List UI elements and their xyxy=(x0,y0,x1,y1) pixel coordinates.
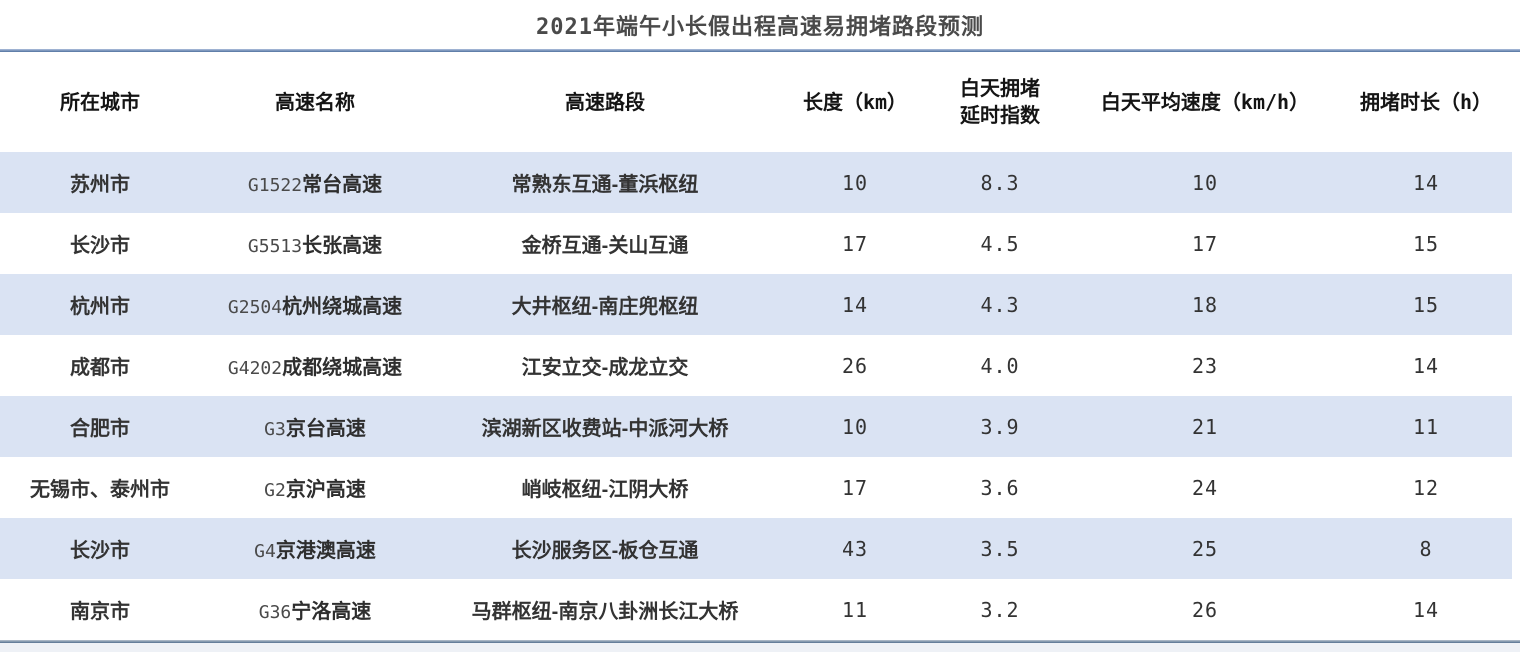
cell-section: 马群枢纽-南京八卦洲长江大桥 xyxy=(430,579,780,640)
cell-section: 长沙服务区-板仓互通 xyxy=(430,518,780,579)
cell-delay_index: 8.3 xyxy=(930,152,1070,213)
cell-avg_speed: 17 xyxy=(1070,213,1340,274)
cell-highway: G1522常台高速 xyxy=(200,152,430,213)
cell-duration: 15 xyxy=(1340,274,1512,335)
highway-code: G5513 xyxy=(247,236,303,257)
cell-avg_speed: 18 xyxy=(1070,274,1340,335)
highway-name: 成都绕城高速 xyxy=(282,357,403,379)
cell-city: 合肥市 xyxy=(0,396,200,457)
cell-length: 17 xyxy=(780,457,930,518)
cell-city: 长沙市 xyxy=(0,518,200,579)
cell-highway: G4202成都绕城高速 xyxy=(200,335,430,396)
column-header-city: 所在城市 xyxy=(0,52,200,152)
highway-name: 京台高速 xyxy=(285,418,366,440)
column-header-length: 长度（km） xyxy=(780,52,930,152)
table-row: 无锡市、泰州市 G2京沪高速 峭岐枢纽-江阴大桥 17 3.6 24 12 xyxy=(0,457,1512,518)
highway-name: 长张高速 xyxy=(302,235,383,257)
table-row: 成都市 G4202成都绕城高速 江安立交-成龙立交 26 4.0 23 14 xyxy=(0,335,1512,396)
cell-avg_speed: 23 xyxy=(1070,335,1340,396)
table-row: 南京市 G36宁洛高速 马群枢纽-南京八卦洲长江大桥 11 3.2 26 14 xyxy=(0,579,1512,640)
cell-city: 南京市 xyxy=(0,579,200,640)
cell-delay_index: 3.9 xyxy=(930,396,1070,457)
cell-section: 江安立交-成龙立交 xyxy=(430,335,780,396)
cell-duration: 8 xyxy=(1340,518,1512,579)
table-row: 苏州市 G1522常台高速 常熟东互通-董浜枢纽 10 8.3 10 14 xyxy=(0,152,1512,213)
cell-delay_index: 3.5 xyxy=(930,518,1070,579)
highway-code: G2 xyxy=(264,480,286,501)
title-divider xyxy=(0,49,1520,52)
column-header-avg_speed: 白天平均速度（km/h） xyxy=(1070,52,1340,152)
highway-code: G4202 xyxy=(227,358,283,379)
cell-section: 常熟东互通-董浜枢纽 xyxy=(430,152,780,213)
highway-code: G36 xyxy=(258,602,292,623)
highway-code: G3 xyxy=(264,419,286,440)
table-header-row: 所在城市 高速名称 高速路段 长度（km） 白天拥堵 延时指数 白天平均速度（km/h）拥… xyxy=(0,52,1512,152)
cell-length: 26 xyxy=(780,335,930,396)
cell-delay_index: 4.3 xyxy=(930,274,1070,335)
highway-code: G1522 xyxy=(247,175,303,196)
cell-highway: G4京港澳高速 xyxy=(200,518,430,579)
cell-length: 14 xyxy=(780,274,930,335)
cell-delay_index: 4.0 xyxy=(930,335,1070,396)
cell-delay_index: 3.6 xyxy=(930,457,1070,518)
cell-highway: G3京台高速 xyxy=(200,396,430,457)
cell-duration: 11 xyxy=(1340,396,1512,457)
table-row: 长沙市 G4京港澳高速 长沙服务区-板仓互通 43 3.5 25 8 xyxy=(0,518,1512,579)
highway-name: 京沪高速 xyxy=(285,479,366,501)
congestion-forecast-table: 所在城市 高速名称 高速路段 长度（km） 白天拥堵 延时指数 白天平均速度（km/h）拥… xyxy=(0,52,1512,640)
cell-length: 10 xyxy=(780,396,930,457)
cell-city: 杭州市 xyxy=(0,274,200,335)
cell-duration: 14 xyxy=(1340,335,1512,396)
cell-delay_index: 4.5 xyxy=(930,213,1070,274)
cell-section: 大井枢纽-南庄兜枢纽 xyxy=(430,274,780,335)
cell-city: 无锡市、泰州市 xyxy=(0,457,200,518)
cell-avg_speed: 24 xyxy=(1070,457,1340,518)
cell-avg_speed: 25 xyxy=(1070,518,1340,579)
cell-highway: G2504杭州绕城高速 xyxy=(200,274,430,335)
column-header-section: 高速路段 xyxy=(430,52,780,152)
cell-duration: 15 xyxy=(1340,213,1512,274)
cell-section: 峭岐枢纽-江阴大桥 xyxy=(430,457,780,518)
cell-avg_speed: 10 xyxy=(1070,152,1340,213)
cell-city: 成都市 xyxy=(0,335,200,396)
table-bottom-border xyxy=(0,640,1520,643)
highway-name: 京港澳高速 xyxy=(275,540,376,562)
cell-length: 10 xyxy=(780,152,930,213)
cell-length: 17 xyxy=(780,213,930,274)
cell-length: 11 xyxy=(780,579,930,640)
highway-code: G2504 xyxy=(227,297,283,318)
column-header-duration: 拥堵时长（h） xyxy=(1340,52,1512,152)
cell-avg_speed: 26 xyxy=(1070,579,1340,640)
cell-section: 金桥互通-关山互通 xyxy=(430,213,780,274)
cell-duration: 12 xyxy=(1340,457,1512,518)
column-header-delay_index: 白天拥堵 延时指数 xyxy=(930,52,1070,152)
cell-city: 长沙市 xyxy=(0,213,200,274)
highway-name: 宁洛高速 xyxy=(291,601,372,623)
highway-code: G4 xyxy=(254,541,276,562)
table-row: 合肥市 G3京台高速 滨湖新区收费站-中派河大桥 10 3.9 21 11 xyxy=(0,396,1512,457)
table-body: 苏州市 G1522常台高速 常熟东互通-董浜枢纽 10 8.3 10 14 长沙市 G5513长… xyxy=(0,152,1512,640)
table-header: 所在城市 高速名称 高速路段 长度（km） 白天拥堵 延时指数 白天平均速度（km/h）拥… xyxy=(0,52,1512,152)
column-header-highway: 高速名称 xyxy=(200,52,430,152)
cell-highway: G5513长张高速 xyxy=(200,213,430,274)
table-row: 长沙市 G5513长张高速 金桥互通-关山互通 17 4.5 17 15 xyxy=(0,213,1512,274)
cell-duration: 14 xyxy=(1340,579,1512,640)
cell-city: 苏州市 xyxy=(0,152,200,213)
highway-name: 常台高速 xyxy=(302,174,383,196)
highway-name: 杭州绕城高速 xyxy=(282,296,403,318)
cell-length: 43 xyxy=(780,518,930,579)
page-title: 2021年端午小长假出程高速易拥堵路段预测 xyxy=(536,14,984,40)
cell-highway: G2京沪高速 xyxy=(200,457,430,518)
cell-avg_speed: 21 xyxy=(1070,396,1340,457)
cell-delay_index: 3.2 xyxy=(930,579,1070,640)
cell-section: 滨湖新区收费站-中派河大桥 xyxy=(430,396,780,457)
table-row: 杭州市 G2504杭州绕城高速 大井枢纽-南庄兜枢纽 14 4.3 18 15 xyxy=(0,274,1512,335)
cell-duration: 14 xyxy=(1340,152,1512,213)
cell-highway: G36宁洛高速 xyxy=(200,579,430,640)
page-bottom-margin xyxy=(0,643,1520,652)
